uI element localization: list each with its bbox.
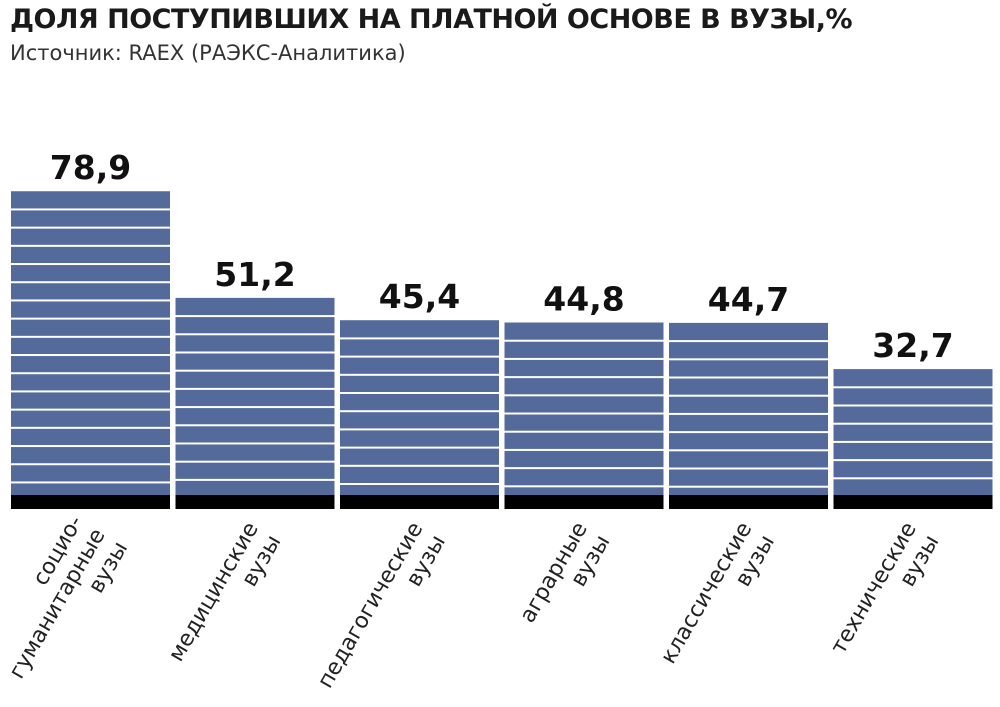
bar-stripe <box>669 394 828 397</box>
bar-stripe <box>11 408 170 411</box>
category-label: медицинскиевузы <box>164 518 286 679</box>
bar <box>175 297 335 495</box>
bar-stripe <box>669 467 828 470</box>
bar-stripe <box>669 376 828 379</box>
bar-stripe <box>11 445 170 448</box>
bar-stripe <box>833 440 993 443</box>
category-label: социо-гуманитарныевузы <box>0 512 133 697</box>
bar-stripe <box>175 369 335 372</box>
bar-stripe <box>175 424 335 427</box>
bar-stripe <box>11 299 170 302</box>
bar-base <box>11 495 170 509</box>
data-label: 78,9 <box>50 148 131 187</box>
category-label-line: технические <box>826 518 922 659</box>
bar-stripe <box>11 263 170 266</box>
category-label: педагогическиевузы <box>313 518 451 706</box>
bar-stripe <box>175 460 335 463</box>
category-label: аграрныевузы <box>515 518 615 640</box>
bar-stripe <box>11 426 170 429</box>
bar-base <box>669 495 828 509</box>
bar-stripe <box>11 281 170 284</box>
bar-stripe <box>11 317 170 320</box>
bar-stripe <box>11 354 170 357</box>
bar-stripe <box>175 387 335 390</box>
bar-stripe <box>11 244 170 247</box>
bar-stripe <box>504 448 664 451</box>
bar-stripe <box>504 357 664 360</box>
bar-stripe <box>669 485 828 488</box>
bar-group: 51,2 медицинскиевузы <box>164 255 335 679</box>
chart-source: Источник: RAEX (РАЭКС-Аналитика) <box>10 41 406 65</box>
bar-stripe <box>11 335 170 338</box>
bar-stripe <box>11 481 170 484</box>
bar-stripe <box>11 463 170 466</box>
bar <box>11 191 170 496</box>
category-label-line: классические <box>656 518 757 668</box>
bar-stripe <box>833 459 993 462</box>
data-label: 44,8 <box>543 280 624 319</box>
bar <box>340 320 499 495</box>
bar-stripe <box>504 394 664 397</box>
bar <box>504 322 664 495</box>
bar-stripe <box>669 358 828 361</box>
bar <box>833 369 993 495</box>
category-label: классическиевузы <box>656 518 780 681</box>
bar-base <box>340 495 499 509</box>
category-label-line: педагогические <box>313 518 428 693</box>
category-label: техническиевузы <box>826 518 944 672</box>
bar-group: 32,7 техническиевузы <box>826 326 993 672</box>
bar-stripe <box>340 373 499 376</box>
bar-stripe <box>11 372 170 375</box>
bar-group: 44,8 аграрныевузы <box>504 280 664 640</box>
data-label: 51,2 <box>214 255 295 294</box>
bar-group: 44,7 классическиевузы <box>656 280 828 681</box>
bar-stripe <box>340 428 499 431</box>
chart-title: ДОЛЯ ПОСТУПИВШИХ НА ПЛАТНОЙ ОСНОВЕ В ВУЗ… <box>10 4 853 35</box>
bar-stripe <box>669 431 828 434</box>
bar-stripe <box>175 351 335 354</box>
bar-stripe <box>340 355 499 358</box>
bar-stripe <box>340 337 499 340</box>
bar-stripe <box>833 477 993 480</box>
bar-base <box>504 495 664 509</box>
bar-base <box>833 495 993 509</box>
bar-stripe <box>504 467 664 470</box>
bar-stripe <box>175 442 335 445</box>
bar-stripe <box>340 410 499 413</box>
bar-base <box>175 495 335 509</box>
bar-stripe <box>340 392 499 395</box>
bar-stripe <box>504 376 664 379</box>
bar-stripe <box>504 412 664 415</box>
bar-stripe <box>833 422 993 425</box>
bar-stripe <box>833 386 993 389</box>
bar-stripe <box>669 449 828 452</box>
bar-stripe <box>833 404 993 407</box>
data-label: 32,7 <box>872 326 953 365</box>
bar-stripe <box>669 412 828 415</box>
bar-stripe <box>504 339 664 342</box>
bar-stripe <box>340 483 499 486</box>
bar-stripe <box>175 333 335 336</box>
category-label-line: медицинские <box>164 518 264 666</box>
bar-stripe <box>175 478 335 481</box>
bar-group: 78,9 социо-гуманитарныевузы <box>0 148 170 697</box>
bar-stripe <box>11 226 170 229</box>
bar-stripe <box>175 406 335 409</box>
bar-stripe <box>11 390 170 393</box>
bar-stripe <box>340 464 499 467</box>
bar-stripe <box>504 430 664 433</box>
data-label: 44,7 <box>708 280 789 319</box>
bar-stripe <box>175 315 335 318</box>
bar-stripe <box>340 446 499 449</box>
bar-stripe <box>11 208 170 211</box>
bar-stripe <box>504 485 664 488</box>
bar <box>669 322 828 495</box>
bar-group: 45,4 педагогическиевузы <box>313 277 499 706</box>
data-label: 45,4 <box>379 277 460 316</box>
bar-stripe <box>669 340 828 343</box>
